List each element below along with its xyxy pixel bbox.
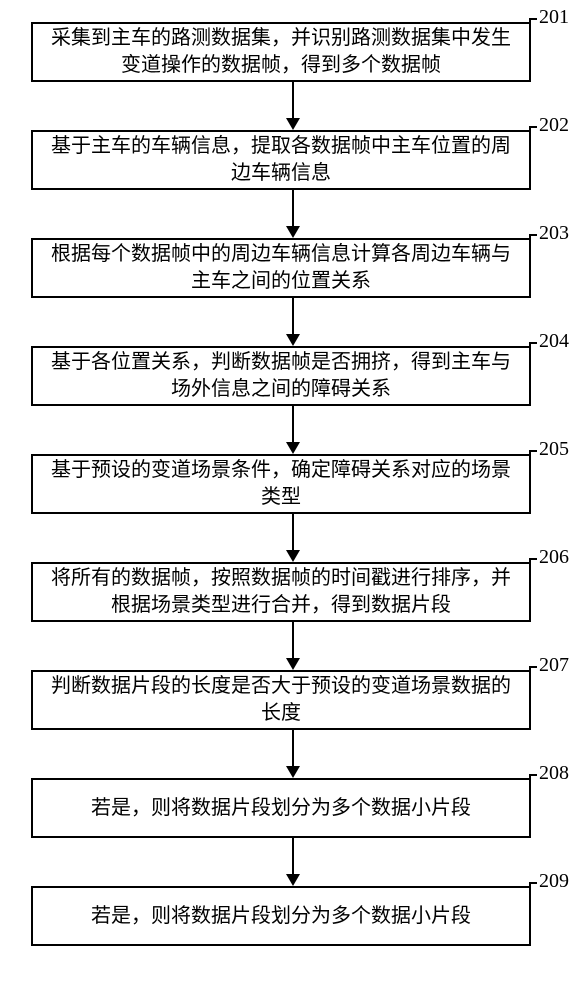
step-label-206: 206	[539, 546, 569, 569]
arrow-head-icon	[286, 766, 300, 778]
flow-step-205: 基于预设的变道场景条件，确定障碍关系对应的场景类型	[31, 454, 531, 514]
step-label-202: 202	[539, 114, 569, 137]
arrow-head-icon	[286, 334, 300, 346]
arrow-head-icon	[286, 442, 300, 454]
step-label-207: 207	[539, 654, 569, 677]
arrow-head-icon	[286, 874, 300, 886]
leader-line	[529, 450, 537, 452]
flow-step-text: 判断数据片段的长度是否大于预设的变道场景数据的长度	[43, 673, 519, 727]
step-label-209: 209	[539, 870, 569, 893]
flow-step-text: 若是，则将数据片段划分为多个数据小片段	[91, 795, 471, 822]
flow-step-text: 若是，则将数据片段划分为多个数据小片段	[91, 903, 471, 930]
arrow-line	[292, 622, 294, 658]
flow-step-text: 基于各位置关系，判断数据帧是否拥挤，得到主车与场外信息之间的障碍关系	[43, 349, 519, 403]
flow-step-202: 基于主车的车辆信息，提取各数据帧中主车位置的周边车辆信息	[31, 130, 531, 190]
arrow-line	[292, 730, 294, 766]
arrow-head-icon	[286, 550, 300, 562]
flow-step-208: 若是，则将数据片段划分为多个数据小片段	[31, 778, 531, 838]
leader-line	[529, 126, 537, 128]
leader-line	[529, 882, 537, 884]
step-label-201: 201	[539, 6, 569, 29]
flow-step-209: 若是，则将数据片段划分为多个数据小片段	[31, 886, 531, 946]
arrow-line	[292, 298, 294, 334]
arrow-head-icon	[286, 226, 300, 238]
step-label-204: 204	[539, 330, 569, 353]
flow-step-text: 基于主车的车辆信息，提取各数据帧中主车位置的周边车辆信息	[43, 133, 519, 187]
leader-line	[529, 558, 537, 560]
leader-line	[529, 342, 537, 344]
leader-line	[529, 774, 537, 776]
flow-step-201: 采集到主车的路测数据集，并识别路测数据集中发生变道操作的数据帧，得到多个数据帧	[31, 22, 531, 82]
arrow-line	[292, 406, 294, 442]
step-label-205: 205	[539, 438, 569, 461]
arrow-line	[292, 190, 294, 226]
flowchart-canvas: 采集到主车的路测数据集，并识别路测数据集中发生变道操作的数据帧，得到多个数据帧基…	[0, 0, 585, 1000]
leader-line	[529, 234, 537, 236]
step-label-208: 208	[539, 762, 569, 785]
step-label-203: 203	[539, 222, 569, 245]
flow-step-text: 基于预设的变道场景条件，确定障碍关系对应的场景类型	[43, 457, 519, 511]
flow-step-203: 根据每个数据帧中的周边车辆信息计算各周边车辆与主车之间的位置关系	[31, 238, 531, 298]
flow-step-206: 将所有的数据帧，按照数据帧的时间戳进行排序，并根据场景类型进行合并，得到数据片段	[31, 562, 531, 622]
flow-step-text: 根据每个数据帧中的周边车辆信息计算各周边车辆与主车之间的位置关系	[43, 241, 519, 295]
flow-step-207: 判断数据片段的长度是否大于预设的变道场景数据的长度	[31, 670, 531, 730]
leader-line	[529, 18, 537, 20]
arrow-head-icon	[286, 658, 300, 670]
flow-step-204: 基于各位置关系，判断数据帧是否拥挤，得到主车与场外信息之间的障碍关系	[31, 346, 531, 406]
flow-step-text: 将所有的数据帧，按照数据帧的时间戳进行排序，并根据场景类型进行合并，得到数据片段	[43, 565, 519, 619]
arrow-line	[292, 514, 294, 550]
arrow-line	[292, 838, 294, 874]
arrow-head-icon	[286, 118, 300, 130]
arrow-line	[292, 82, 294, 118]
flow-step-text: 采集到主车的路测数据集，并识别路测数据集中发生变道操作的数据帧，得到多个数据帧	[43, 25, 519, 79]
leader-line	[529, 666, 537, 668]
